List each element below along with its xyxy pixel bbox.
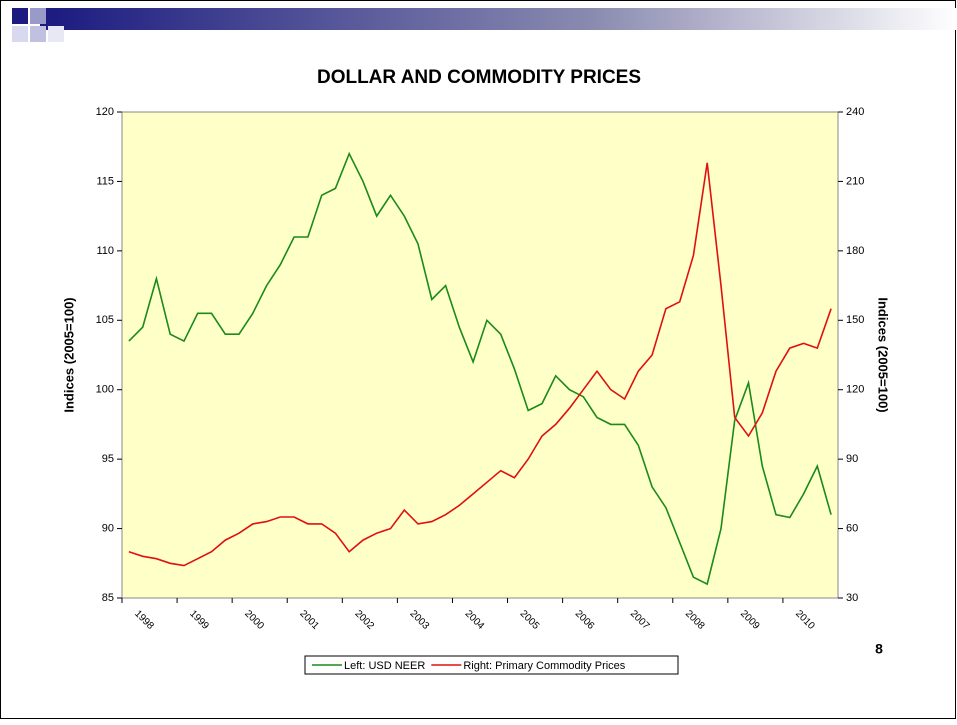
legend-label: Right: Primary Commodity Prices <box>463 660 625 672</box>
y-tick-label: 105 <box>96 314 114 326</box>
y2-tick-label: 240 <box>846 106 864 118</box>
corner-block <box>48 26 64 42</box>
y2-tick-label: 150 <box>846 314 864 326</box>
y-tick-label: 120 <box>96 106 114 118</box>
series-line <box>128 162 832 567</box>
y-axis-label: Indices (2005=100) <box>61 297 76 412</box>
y-tick-label: 85 <box>102 592 114 604</box>
header-bar <box>40 8 957 30</box>
y2-tick-label: 180 <box>846 245 864 257</box>
corner-block <box>30 8 46 24</box>
legend: Left: USD NEER Right: Primary Commodity P… <box>304 655 679 675</box>
corner-block <box>12 26 28 42</box>
y-tick-label: 95 <box>102 453 114 465</box>
y-tick-label: 115 <box>96 175 114 187</box>
plot-area <box>121 111 839 599</box>
y2-tick-label: 60 <box>846 522 858 534</box>
corner-block <box>30 26 46 42</box>
legend-label: Left: USD NEER <box>344 660 425 672</box>
y-tick-label: 110 <box>96 245 114 257</box>
y-tick-label: 90 <box>102 522 114 534</box>
legend-box <box>304 655 679 675</box>
y2-tick-label: 210 <box>846 175 864 187</box>
slide-number: 8 <box>875 641 883 657</box>
y2-tick-label: 120 <box>846 384 864 396</box>
y2-tick-label: 30 <box>846 592 858 604</box>
y2-tick-label: 90 <box>846 453 858 465</box>
chart-title: DOLLAR AND COMMODITY PRICES <box>317 67 641 88</box>
y2-axis-label: Indices (2005=100) <box>876 297 891 412</box>
y-tick-label: 100 <box>96 384 114 396</box>
corner-block <box>12 8 28 24</box>
series-line <box>128 151 832 586</box>
